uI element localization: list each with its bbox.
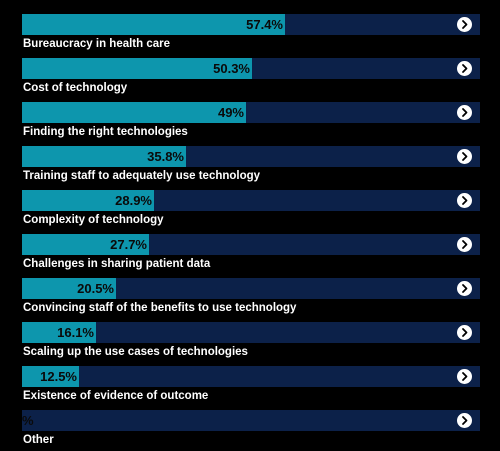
bar-fill — [22, 278, 116, 299]
bar-track — [22, 366, 480, 387]
bar-value-label: 27.7% — [110, 237, 147, 252]
bar-value-label: 35.8% — [147, 149, 184, 164]
bar-row: % Other — [22, 407, 480, 451]
bar-track — [22, 234, 480, 255]
bar-value-label: 28.9% — [115, 193, 152, 208]
bar-value-label: 20.5% — [77, 281, 114, 296]
bar-fill — [22, 366, 79, 387]
bar-category-label: Finding the right technologies — [23, 126, 188, 138]
bar-fill — [22, 146, 186, 167]
chevron-right-circle-icon[interactable] — [457, 237, 472, 252]
bar-track — [22, 14, 480, 35]
bar-row: 57.4% Bureaucracy in health care — [22, 11, 480, 55]
chevron-right-circle-icon[interactable] — [457, 325, 472, 340]
bar-category-label: Other — [23, 434, 54, 446]
bar-track — [22, 322, 480, 343]
bar-track — [22, 146, 480, 167]
bar-row: 50.3% Cost of technology — [22, 55, 480, 99]
bar-row: 28.9% Complexity of technology — [22, 187, 480, 231]
bar-fill — [22, 58, 252, 79]
bar-value-label: 12.5% — [40, 369, 77, 384]
bar-row: 49% Finding the right technologies — [22, 99, 480, 143]
bar-track — [22, 410, 480, 431]
bar-value-label: % — [22, 413, 34, 428]
bar-track — [22, 190, 480, 211]
bar-category-label: Cost of technology — [23, 82, 128, 94]
bar-row: 16.1% Scaling up the use cases of technol… — [22, 319, 480, 363]
chevron-right-circle-icon[interactable] — [457, 149, 472, 164]
bar-category-label: Bureaucracy in health care — [23, 38, 171, 50]
bar-fill — [22, 14, 285, 35]
bar-category-label: Challenges in sharing patient data — [23, 258, 211, 270]
bar-track — [22, 102, 480, 123]
bar-row: 27.7% Challenges in sharing patient data — [22, 231, 480, 275]
bar-row: 35.8% Training staff to adequately use te… — [22, 143, 480, 187]
bar-category-label: Training staff to adequately use technol… — [23, 170, 261, 182]
bar-fill — [22, 322, 96, 343]
bar-category-label: Convincing staff of the benefits to use … — [23, 302, 297, 314]
chevron-right-circle-icon[interactable] — [457, 413, 472, 428]
chevron-right-circle-icon[interactable] — [457, 17, 472, 32]
bar-category-label: Scaling up the use cases of technologies — [23, 346, 248, 358]
bar-track — [22, 58, 480, 79]
bar-category-label: Complexity of technology — [23, 214, 164, 226]
bar-value-label: 50.3% — [213, 61, 250, 76]
bar-fill — [22, 190, 154, 211]
bar-fill — [22, 234, 149, 255]
chevron-right-circle-icon[interactable] — [457, 61, 472, 76]
bar-row: 20.5% Convincing staff of the benefits to… — [22, 275, 480, 319]
chevron-right-circle-icon[interactable] — [457, 369, 472, 384]
bar-fill — [22, 102, 246, 123]
bar-value-label: 49% — [217, 105, 244, 120]
chevron-right-circle-icon[interactable] — [457, 105, 472, 120]
bar-track — [22, 278, 480, 299]
chevron-right-circle-icon[interactable] — [457, 193, 472, 208]
bar-row: 12.5% Existence of evidence of outcome — [22, 363, 480, 407]
bar-value-label: 16.1% — [57, 325, 94, 340]
chevron-right-circle-icon[interactable] — [457, 281, 472, 296]
bar-category-label: Existence of evidence of outcome — [23, 390, 209, 402]
bar-value-label: 57.4% — [246, 17, 283, 32]
